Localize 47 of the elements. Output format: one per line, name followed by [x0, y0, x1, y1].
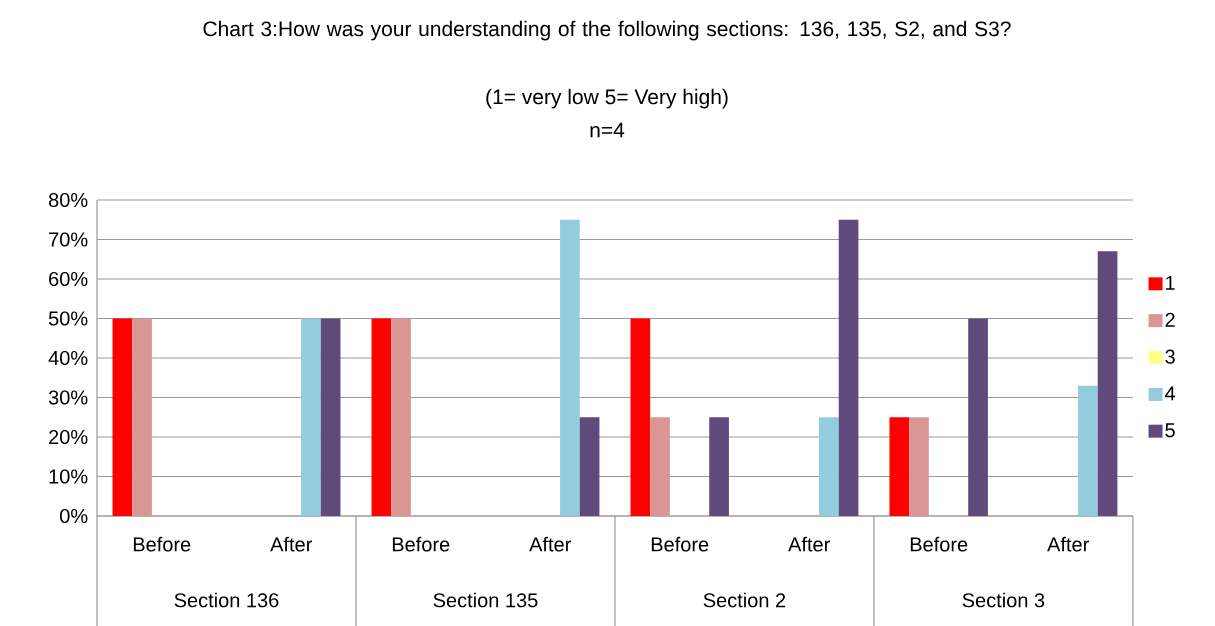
x-tick-label: Before	[910, 536, 968, 552]
x-tick-label: After	[788, 536, 830, 552]
bar	[132, 318, 152, 516]
bar	[1078, 385, 1098, 516]
legend-label: 3	[1165, 349, 1175, 364]
text: n=4	[590, 122, 625, 138]
bar	[819, 417, 839, 516]
bar	[630, 318, 651, 516]
bar	[112, 318, 133, 516]
text: Section 3	[962, 592, 1045, 608]
legend-label: 1	[1166, 275, 1175, 290]
bar	[391, 318, 411, 516]
bar	[371, 318, 392, 516]
legend-label: 4	[1164, 386, 1176, 401]
bar	[909, 417, 929, 516]
text: Section 135	[433, 592, 538, 608]
y-tick-label: 0%	[60, 508, 88, 524]
bar	[838, 219, 859, 516]
bar	[889, 417, 910, 516]
chart-subtitle: (1= very low 5= Very high)	[486, 88, 728, 109]
bar	[560, 219, 580, 516]
bar	[1097, 251, 1118, 516]
x-tick-label: After	[529, 536, 572, 552]
x-tick-label: After	[1047, 536, 1089, 552]
x-tick-label: Before	[133, 536, 191, 552]
bar	[650, 417, 670, 516]
bar	[320, 318, 341, 516]
bar	[301, 318, 321, 516]
x-tick-label: Before	[651, 536, 709, 552]
legend-label: 2	[1165, 312, 1175, 327]
y-tick-label: 70%	[49, 232, 88, 247]
x-tick-label: Before	[392, 536, 450, 552]
bar	[968, 318, 988, 516]
bar	[709, 417, 729, 516]
y-tick-label: 50%	[48, 311, 88, 326]
text: Section 2	[703, 592, 786, 608]
y-tick-label: 30%	[48, 390, 88, 405]
y-tick-label: 10%	[49, 469, 88, 484]
bar	[579, 417, 600, 516]
y-tick-label: 40%	[48, 350, 88, 366]
y-tick-label: 80%	[48, 192, 88, 208]
y-tick-label: 20%	[49, 429, 88, 445]
chart-title: Chart 3:How was your understanding of the following sections: 136, 135, S2, and S3?	[203, 20, 1011, 41]
legend-label: 5	[1165, 423, 1175, 438]
text: Section 136	[174, 592, 279, 608]
x-tick-label: After	[270, 536, 313, 552]
y-tick-label: 60%	[49, 271, 88, 287]
